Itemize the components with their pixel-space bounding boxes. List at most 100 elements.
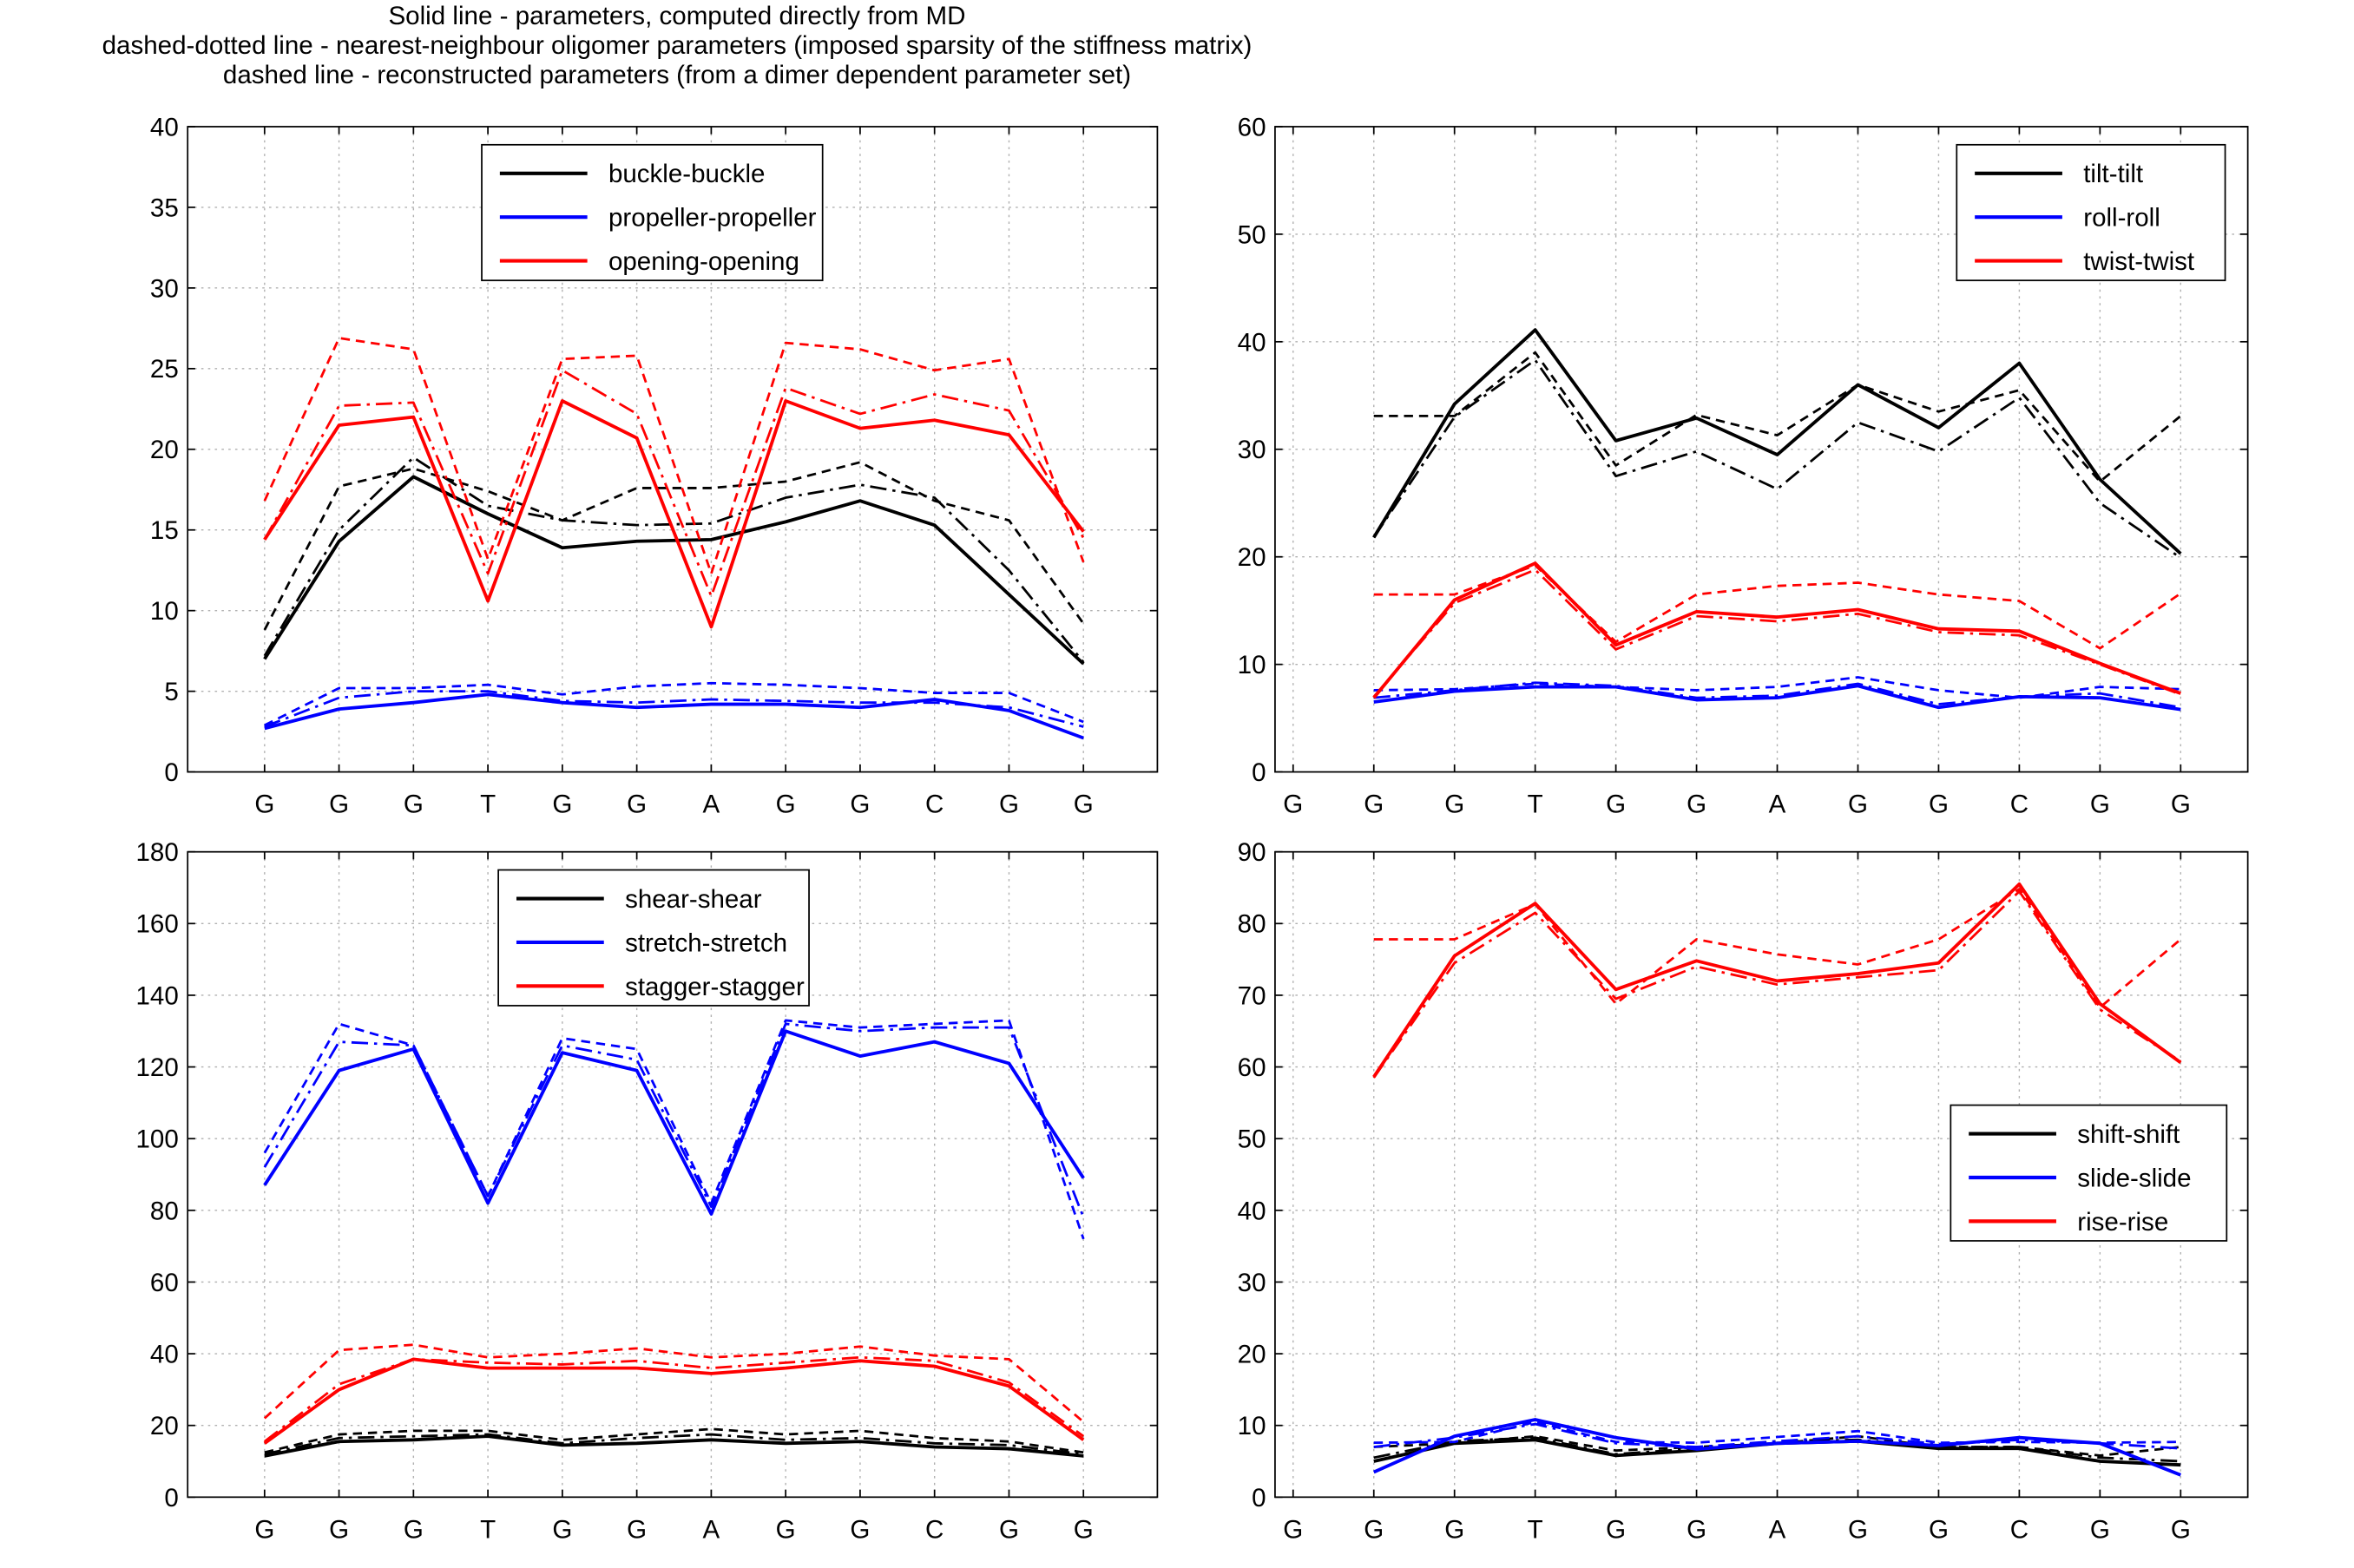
header-line-solid: Solid line - parameters, computed direct… bbox=[388, 1, 966, 30]
y-tick-label: 20 bbox=[150, 436, 179, 464]
x-tick-label: G bbox=[1364, 791, 1384, 819]
y-tick-label: 5 bbox=[164, 678, 178, 706]
x-tick-label: G bbox=[1687, 1515, 1706, 1544]
y-tick-label: 30 bbox=[150, 274, 179, 303]
y-tick-label: 20 bbox=[150, 1412, 179, 1440]
x-tick-label: G bbox=[2090, 1515, 2110, 1544]
x-tick-label: G bbox=[1929, 791, 1949, 819]
series-line-stretch-stretch-dashed bbox=[263, 1019, 1085, 1240]
series-line-stretch-stretch-solid bbox=[263, 1029, 1085, 1216]
series-line-shear-shear-dashed bbox=[264, 1427, 1084, 1454]
x-tick-label: G bbox=[1606, 791, 1626, 819]
series-line-rise-rise-dashed bbox=[1373, 888, 2182, 1009]
x-tick-label: G bbox=[1848, 1515, 1868, 1544]
x-tick-label: G bbox=[627, 791, 647, 819]
legend-label: slide-slide bbox=[2077, 1164, 2191, 1192]
y-tick-label: 15 bbox=[150, 516, 179, 545]
legend-label: roll-roll bbox=[2083, 204, 2160, 233]
x-tick-label: G bbox=[1074, 1515, 1094, 1544]
x-tick-label: G bbox=[627, 1515, 647, 1544]
series-line-propeller-propeller-solid bbox=[264, 692, 1084, 740]
legend-label: stretch-stretch bbox=[625, 928, 787, 957]
y-tick-label: 20 bbox=[1238, 543, 1266, 572]
x-tick-label: G bbox=[999, 791, 1019, 819]
series-line-tilt-tilt-dashdot bbox=[1372, 358, 2182, 560]
y-tick-label: 60 bbox=[1238, 113, 1266, 141]
y-tick-label: 40 bbox=[1238, 1197, 1266, 1225]
y-tick-label: 40 bbox=[1238, 328, 1266, 357]
legend: tilt-tilt roll-roll twist-twist bbox=[1956, 143, 2226, 282]
x-tick-label: C bbox=[925, 1515, 944, 1544]
legend-label: buckle-buckle bbox=[608, 160, 765, 188]
y-tick-label: 20 bbox=[1238, 1341, 1266, 1369]
y-tick-label: 0 bbox=[1252, 1484, 1266, 1512]
x-tick-label: G bbox=[1444, 1515, 1464, 1544]
series-line-shear-shear-dashdot bbox=[264, 1433, 1084, 1456]
y-tick-label: 10 bbox=[1238, 651, 1266, 679]
y-tick-label: 40 bbox=[150, 113, 179, 141]
series-line-slide-slide-solid bbox=[1372, 1418, 2182, 1477]
series-line-roll-roll-dashdot bbox=[1373, 681, 2181, 709]
x-tick-label: G bbox=[1848, 791, 1868, 819]
legend-label: opening-opening bbox=[608, 247, 799, 276]
figure-header: Solid line - parameters, computed direct… bbox=[0, 2, 1354, 90]
y-tick-label: 100 bbox=[136, 1125, 179, 1154]
x-tick-label: G bbox=[1283, 791, 1303, 819]
x-tick-label: T bbox=[1528, 791, 1543, 819]
x-tick-label: A bbox=[1769, 791, 1786, 819]
y-tick-label: 30 bbox=[1238, 1269, 1266, 1297]
y-tick-label: 60 bbox=[1238, 1053, 1266, 1082]
series-line-shear-shear-solid bbox=[264, 1434, 1084, 1458]
y-tick-label: 70 bbox=[1238, 981, 1266, 1010]
header-line-dashed: dashed line - reconstructed parameters (… bbox=[222, 60, 1132, 89]
x-tick-label: G bbox=[2171, 1515, 2191, 1544]
x-tick-label: G bbox=[404, 1515, 424, 1544]
x-tick-label: G bbox=[552, 791, 572, 819]
series-line-propeller-propeller-dashdot bbox=[264, 690, 1084, 728]
series-line-opening-opening-dashdot bbox=[263, 369, 1085, 598]
axes-box bbox=[187, 850, 1159, 1499]
y-tick-label: 90 bbox=[1238, 838, 1266, 867]
x-tick-label: G bbox=[2171, 791, 2191, 819]
x-tick-label: A bbox=[703, 791, 720, 819]
y-tick-label: 10 bbox=[150, 597, 179, 626]
x-tick-label: T bbox=[1528, 1515, 1543, 1544]
series-line-buckle-buckle-dashdot bbox=[263, 456, 1085, 663]
x-tick-label: A bbox=[1769, 1515, 1786, 1544]
x-tick-label: T bbox=[480, 1515, 496, 1544]
y-tick-label: 160 bbox=[136, 910, 179, 939]
x-tick-label: C bbox=[925, 791, 944, 819]
y-tick-label: 120 bbox=[136, 1053, 179, 1082]
legend: shear-shear stretch-stretch stagger-stagge… bbox=[497, 869, 810, 1007]
x-tick-label: C bbox=[2010, 791, 2029, 819]
series-line-stretch-stretch-dashdot bbox=[263, 1022, 1085, 1218]
legend: shift-shift slide-slide rise-rise bbox=[1950, 1104, 2228, 1242]
legend-box bbox=[1956, 143, 2226, 282]
y-tick-label: 50 bbox=[1238, 220, 1266, 249]
series-line-buckle-buckle-solid bbox=[263, 475, 1085, 666]
x-tick-label: A bbox=[703, 1515, 720, 1544]
x-tick-label: G bbox=[999, 1515, 1019, 1544]
series-line-tilt-tilt-dashed bbox=[1373, 351, 2182, 483]
y-tick-label: 25 bbox=[150, 355, 179, 384]
y-tick-label: 80 bbox=[150, 1197, 179, 1225]
x-tick-label: G bbox=[254, 791, 274, 819]
legend-box bbox=[481, 143, 824, 282]
y-tick-label: 180 bbox=[136, 838, 179, 867]
series-line-opening-opening-solid bbox=[263, 399, 1085, 629]
series-line-stagger-stagger-dashdot bbox=[263, 1355, 1085, 1443]
y-tick-label: 80 bbox=[1238, 910, 1266, 939]
x-tick-label: T bbox=[480, 791, 496, 819]
chart-top-left: 0 5 10 15 20 25 30 35 40 G G G T G G A G G C G Gbuckle-buckl… bbox=[150, 113, 1159, 819]
series-line-buckle-buckle-dashed bbox=[263, 461, 1085, 631]
series-line-rise-rise-dashdot bbox=[1372, 889, 2182, 1079]
x-tick-label: G bbox=[404, 791, 424, 819]
x-tick-label: G bbox=[2090, 791, 2110, 819]
series-line-rise-rise-solid bbox=[1372, 882, 2182, 1079]
series-line-slide-slide-dashed bbox=[1373, 1420, 2181, 1445]
series-line-opening-opening-dashed bbox=[263, 337, 1085, 575]
legend: buckle-buckle propeller-propeller opening-… bbox=[481, 143, 824, 282]
x-tick-label: G bbox=[1606, 1515, 1626, 1544]
